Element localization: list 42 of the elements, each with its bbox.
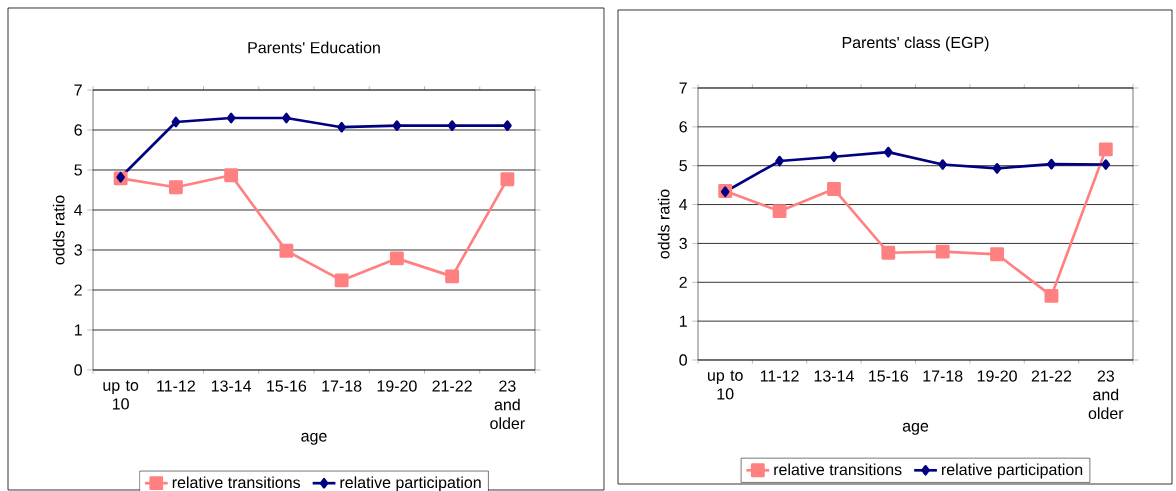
y-tick-label: 3 xyxy=(679,237,687,250)
y-tick-label: 0 xyxy=(679,354,687,366)
y-tick-label: 4 xyxy=(74,204,83,216)
chart-title: Parents' class (EGP) xyxy=(842,36,989,52)
x-axis-title: age xyxy=(301,432,327,445)
y-axis-title: odds ratio xyxy=(657,189,670,259)
x-tick-label: 13-14 xyxy=(211,380,252,392)
y-tick-label: 4 xyxy=(679,199,688,211)
x-tick-label: 15-16 xyxy=(267,380,307,392)
x-tick-label: 19-20 xyxy=(977,370,1017,382)
x-tick-label: 15-16 xyxy=(869,370,909,382)
chart-title: Parents' Education xyxy=(248,41,380,54)
y-tick-label: 2 xyxy=(679,276,687,288)
y-tick-label: 7 xyxy=(679,82,687,94)
x-tick-label: 13-14 xyxy=(814,370,854,382)
y-tick-label: 6 xyxy=(679,121,687,133)
y-tick-label: 0 xyxy=(74,364,82,376)
x-tick-label: 19-20 xyxy=(377,380,417,392)
x-tick-label: 21-22 xyxy=(432,380,472,392)
x-tick-label: 23 and older xyxy=(1088,370,1124,420)
legend-label: relative transitions xyxy=(774,463,902,476)
y-axis-title: odds ratio xyxy=(52,195,65,265)
legend-label: relative participation xyxy=(941,463,1083,479)
y-tick-label: 2 xyxy=(74,284,82,296)
y-tick-label: 5 xyxy=(679,160,687,172)
y-tick-label: 7 xyxy=(74,84,82,96)
legend-label: relative transitions xyxy=(172,476,301,489)
y-tick-label: 3 xyxy=(74,244,82,256)
x-tick-label: up to 10 xyxy=(103,380,139,410)
x-axis-title: age xyxy=(902,422,929,435)
x-tick-label: 23 and older xyxy=(490,380,525,430)
x-tick-label: 11-12 xyxy=(760,370,799,382)
y-tick-label: 1 xyxy=(679,315,687,327)
y-tick-label: 1 xyxy=(74,324,82,336)
x-tick-label: 21-22 xyxy=(1031,370,1072,382)
x-tick-label: 17-18 xyxy=(923,370,963,382)
y-tick-label: 6 xyxy=(74,124,82,136)
x-tick-label: 17-18 xyxy=(322,380,362,392)
x-tick-label: 11-12 xyxy=(157,380,195,392)
y-tick-label: 5 xyxy=(74,164,82,176)
legend-label: relative participation xyxy=(340,476,481,491)
x-tick-label: up to 10 xyxy=(708,370,743,400)
